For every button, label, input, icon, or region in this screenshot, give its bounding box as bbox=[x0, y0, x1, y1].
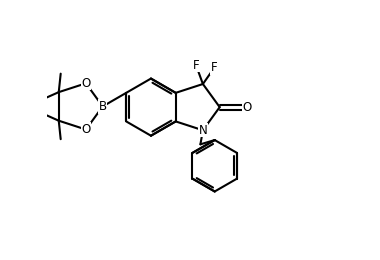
Text: O: O bbox=[81, 123, 90, 136]
Text: O: O bbox=[81, 77, 90, 90]
Text: B: B bbox=[99, 100, 107, 113]
Text: O: O bbox=[242, 101, 252, 114]
Text: F: F bbox=[193, 59, 200, 72]
Text: N: N bbox=[198, 124, 207, 137]
Text: F: F bbox=[211, 61, 218, 74]
